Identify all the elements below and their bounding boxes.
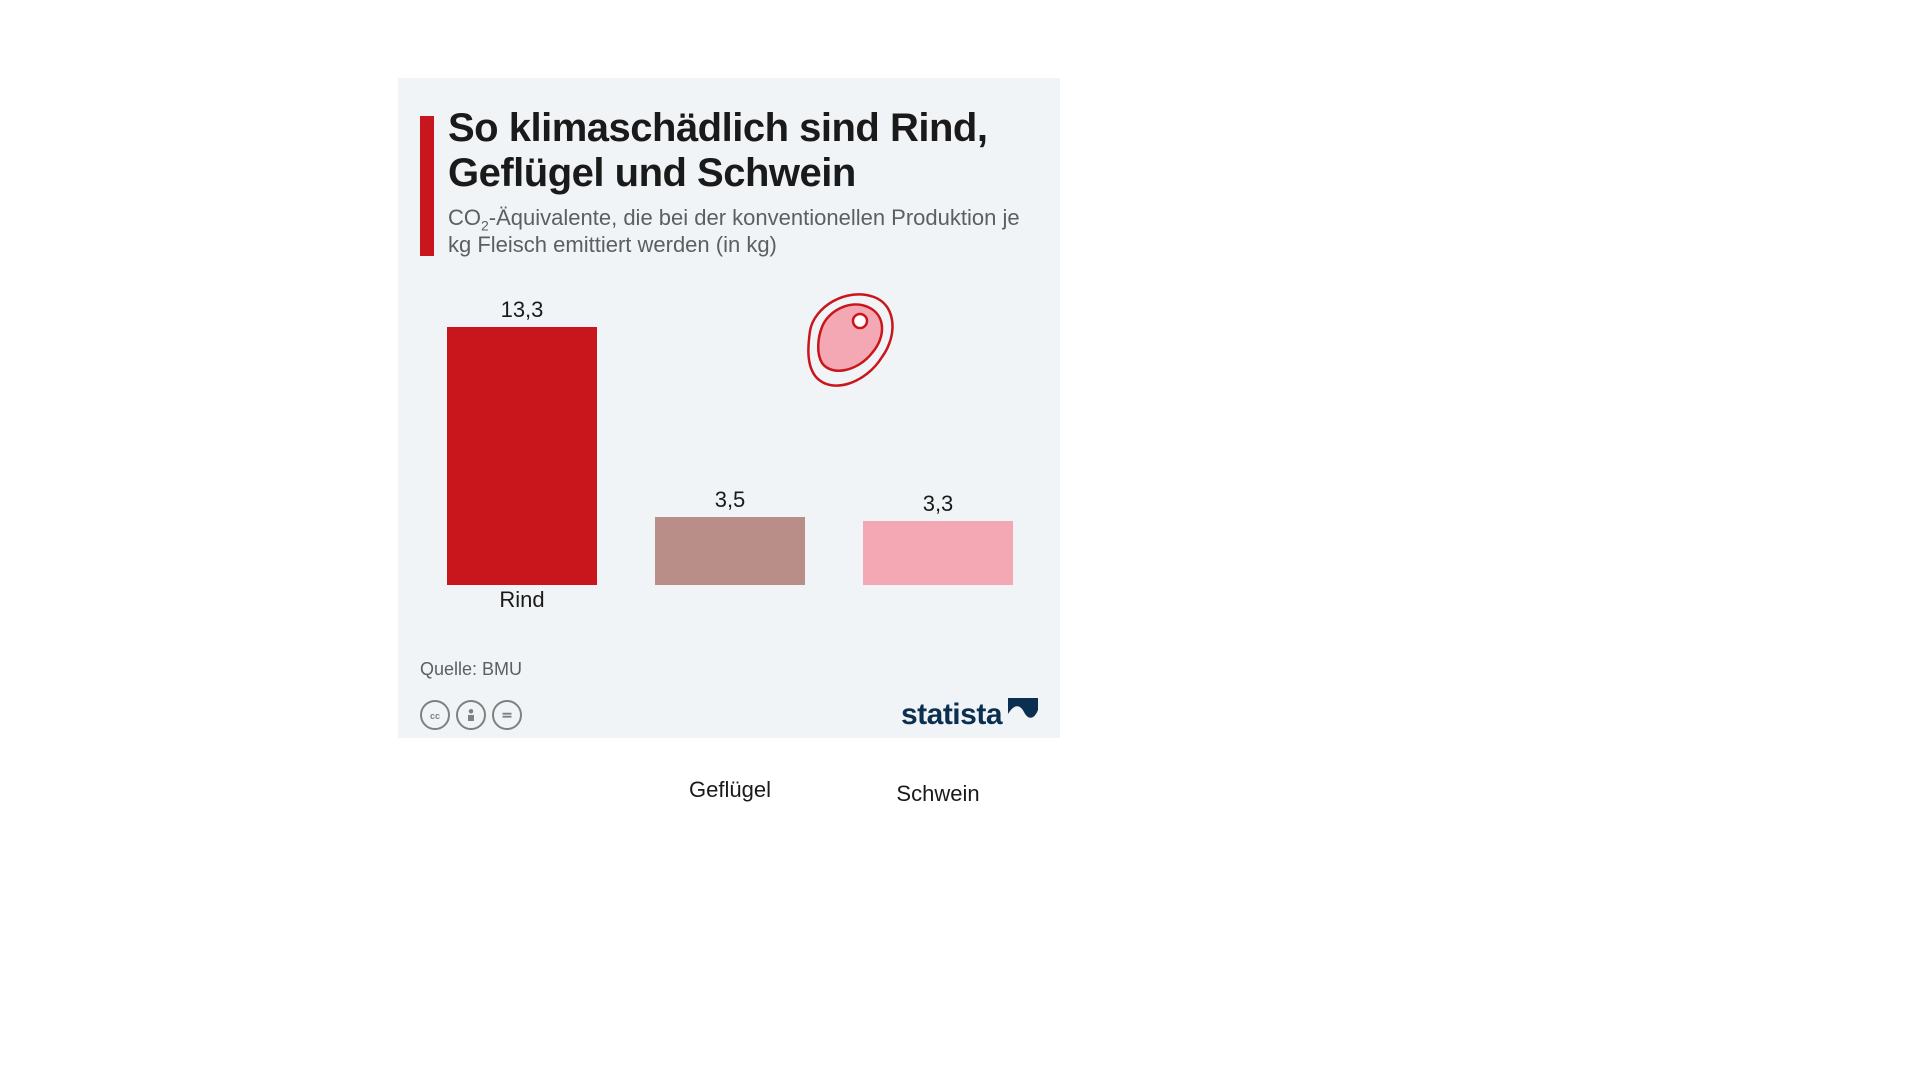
bar-rind: 13,3Rind <box>447 297 597 585</box>
bar-geflügel: 3,5Geflügel <box>655 487 805 585</box>
bar-label: Rind <box>447 587 597 613</box>
chart-plot-area: 13,3Rind 3,5Geflügel 3,3Schwein <box>420 299 1038 585</box>
bar-label: Schwein <box>863 781 1013 807</box>
footer: cc statista <box>420 698 1038 732</box>
statista-logo: statista <box>901 698 1038 732</box>
bar-value: 3,5 <box>655 487 805 513</box>
source-label: Quelle: BMU <box>420 659 1038 680</box>
bar-schwein: 3,3Schwein <box>863 491 1013 585</box>
subtitle-pre: CO <box>448 205 481 230</box>
cc-license-icons: cc <box>420 700 522 730</box>
by-icon <box>456 700 486 730</box>
brand-text: statista <box>901 698 1002 732</box>
infographic-card: So klimaschädlich sind Rind, Geflügel un… <box>398 78 1060 738</box>
steak-icon <box>786 279 906 399</box>
bar-value: 13,3 <box>447 297 597 323</box>
header: So klimaschädlich sind Rind, Geflügel un… <box>420 116 1038 259</box>
bar-value: 3,3 <box>863 491 1013 517</box>
subtitle-subscript: 2 <box>481 217 489 233</box>
svg-text:cc: cc <box>430 710 440 720</box>
accent-bar <box>420 116 434 256</box>
chart-title: So klimaschädlich sind Rind, Geflügel un… <box>448 106 1038 196</box>
cc-icon: cc <box>420 700 450 730</box>
bar-rect <box>863 521 1013 585</box>
bar-chart: 13,3Rind3,5Geflügel3,3Schwein <box>420 299 1038 629</box>
statista-wave-icon <box>1008 698 1038 724</box>
title-block: So klimaschädlich sind Rind, Geflügel un… <box>448 116 1038 259</box>
nd-icon <box>492 700 522 730</box>
bar-rect <box>447 327 597 585</box>
subtitle-post: -Äquivalente, die bei der konventionelle… <box>448 205 1020 258</box>
bar-label: Geflügel <box>655 777 805 803</box>
chart-subtitle: CO2-Äquivalente, die bei der konventione… <box>448 204 1038 259</box>
bar-rect <box>655 517 805 585</box>
